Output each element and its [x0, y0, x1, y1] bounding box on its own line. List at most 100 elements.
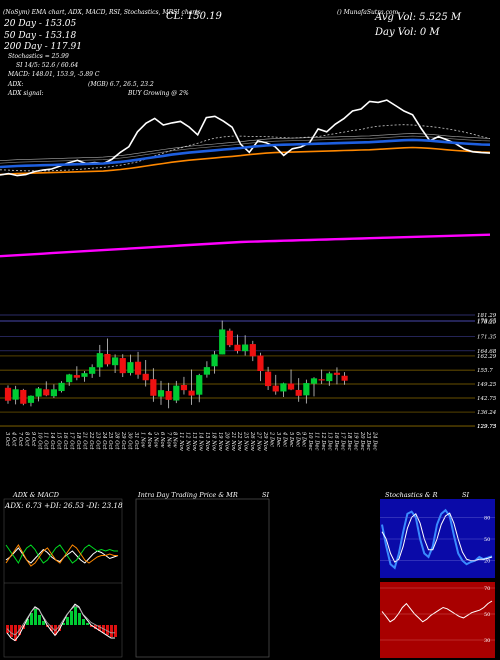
adx-label: ADX: [8, 81, 24, 88]
macd-bar [50, 625, 53, 631]
x-tick-label: 13 Nov [191, 432, 197, 451]
macd-label: MACD: 148.01, 153.9, -5.89 C [8, 71, 100, 78]
x-tick-label: 18 Dec [346, 432, 352, 450]
price-level-label: 136.24 [477, 410, 497, 416]
ema-grey-line-1 [0, 135, 491, 164]
price-level-label: 164.68 [477, 349, 497, 355]
ema20-label: 20 Day - 153.05 [4, 19, 77, 29]
candle-body [81, 373, 88, 377]
candle-body [119, 358, 126, 374]
breadcrumb: (NoSym) EMA chart, ADX, MACD, RSI, Stoch… [3, 9, 201, 16]
x-tick-label: 25 Oct [107, 431, 113, 450]
x-tick-label: 3 Dec [275, 432, 281, 447]
x-tick-label: 16 Oct [62, 432, 68, 450]
x-tick-label: 4 Nov [146, 431, 152, 448]
candle-body [150, 379, 157, 396]
x-tick-label: 23 Dec [365, 431, 371, 450]
x-tick-label: 15 Oct [56, 432, 62, 450]
candle-body [333, 372, 341, 375]
macd-bar [86, 623, 89, 625]
candle-body [165, 391, 172, 400]
x-tick-label: 10 Dec [307, 432, 313, 450]
intraday-panel [135, 498, 270, 658]
candle-body [242, 344, 249, 352]
si-label: SI 14/5: 52.6 / 60.64 [16, 62, 79, 69]
candle-body [249, 344, 256, 357]
candle-body [226, 330, 233, 346]
x-tick-label: 17 Oct [69, 432, 75, 450]
x-tick-label: 20 Nov [223, 431, 229, 451]
macd-bar [66, 617, 69, 625]
candle-body [188, 390, 195, 396]
day-vol: Day Vol: 0 M [375, 27, 440, 38]
x-tick-label: 14 Nov [198, 432, 204, 451]
x-tick-label: 21 Oct [81, 431, 87, 450]
adx-line-2 [5, 544, 118, 567]
candle-body [127, 362, 134, 373]
price-level-label: 178.65 [477, 319, 497, 325]
x-tick-label: 11 Nov [178, 432, 184, 451]
adx-macd-title: ADX & MACD [13, 491, 59, 499]
candle-body [310, 378, 318, 384]
x-tick-label: 16 Dec [333, 432, 339, 450]
ema50-label: 50 Day - 153.18 [4, 31, 77, 41]
candle-body [112, 357, 119, 366]
macd-line [6, 603, 115, 642]
stoch-axis-label: 80 [484, 515, 490, 521]
price-level-label: 181.29 [477, 313, 497, 319]
x-tick-label: 30 Oct [127, 432, 133, 450]
candle-body [43, 389, 50, 396]
macd-bar [114, 625, 117, 637]
x-tick-label: 21 Nov [230, 431, 236, 451]
x-tick-label: 8 Oct [23, 432, 29, 447]
macd-bar [38, 615, 41, 625]
macd-bar [98, 625, 101, 631]
price-level-label: 178.25 [477, 320, 497, 326]
adx-line-1 [5, 544, 118, 565]
x-tick-label: 7 Nov [165, 432, 171, 448]
candle-body [265, 371, 272, 387]
x-tick-label: 27 Nov [256, 431, 262, 451]
x-tick-label: 24 Oct [101, 431, 107, 450]
x-tick-label: 19 Dec [352, 432, 358, 450]
x-tick-label: 8 Nov [172, 432, 178, 448]
x-tick-label: 15 Nov [204, 432, 210, 451]
macd-bar [58, 625, 61, 631]
x-tick-label: 5 Nov [152, 432, 158, 448]
candle-body [287, 383, 295, 390]
macd-bar [70, 611, 73, 625]
price-level-label: 142.75 [477, 396, 497, 402]
x-tick-label: 9 Dec [301, 432, 307, 447]
x-tick-label: 12 Dec [320, 432, 326, 450]
x-tick-label: 11 Oct [43, 432, 49, 450]
rsi-axis-label: 50 [484, 612, 490, 618]
candle-body [35, 388, 42, 397]
x-tick-label: 29 Oct [120, 431, 126, 450]
x-tick-label: 6 Dec [294, 432, 300, 447]
price-level-label: 129.75 [477, 424, 497, 430]
adx-signal-value: BUY Growing @ 2% [128, 90, 189, 97]
avg-vol: Avg Vol: 5.525 M [375, 12, 462, 23]
x-tick-label: 22 Nov [236, 431, 242, 451]
candle-body [318, 379, 325, 381]
stochastics-label: Stochastics = 25.99 [8, 53, 69, 60]
rsi-axis-label: 70 [484, 586, 490, 592]
intraday-si-title: SI [262, 491, 270, 499]
price-level-label: 155.7 [477, 368, 493, 374]
candle-body [142, 373, 149, 381]
x-tick-label: 18 Nov [210, 432, 216, 451]
candle-body [73, 375, 80, 378]
macd-bar [94, 625, 97, 629]
stoch-title: Stochastics & R [385, 491, 438, 499]
x-tick-label: 14 Oct [49, 432, 55, 450]
candle-body [20, 389, 27, 404]
macd-signal [6, 605, 115, 636]
ema-orange-line [0, 146, 491, 176]
x-tick-label: 3 Oct [4, 432, 10, 447]
ema200-label: 200 Day - 117.91 [4, 42, 82, 52]
ema-grey-line-2 [0, 133, 491, 161]
candle-body [280, 383, 287, 392]
x-tick-label: 22 Oct [88, 431, 94, 450]
